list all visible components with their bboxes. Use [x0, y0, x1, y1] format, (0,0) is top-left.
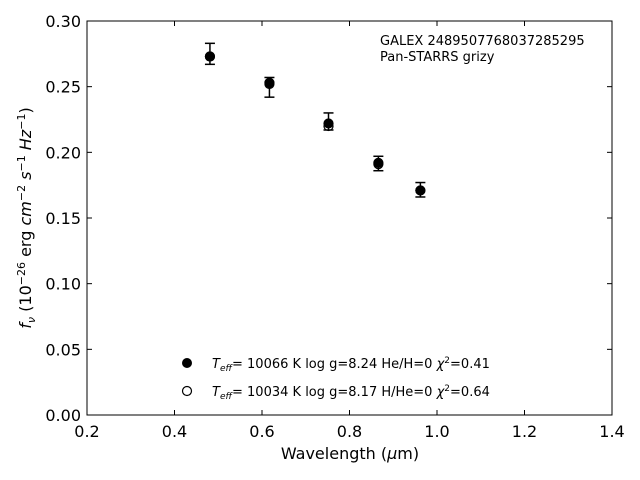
model-point-open [204, 51, 216, 62]
x-tick-label: 0.2 [74, 422, 99, 441]
y-tick-label: 0.25 [45, 78, 81, 97]
x-tick-label: 0.4 [162, 422, 187, 441]
model-point-open [264, 78, 275, 90]
model-point-filled [323, 118, 334, 129]
plot-frame [86, 20, 613, 416]
y-axis-label: fν (10−26 erg cm−2 s−1 Hz−1) [15, 107, 38, 328]
x-tick-label: 1.2 [512, 422, 537, 441]
x-axis-ticks: 0.2 0.4 0.6 0.8 1.0 1.2 1.4 [74, 21, 625, 441]
x-tick-label: 1.0 [424, 422, 449, 441]
legend-marker-open [181, 385, 193, 397]
y-tick-label: 0.20 [45, 143, 81, 162]
data-marks [204, 42, 426, 198]
x-axis-label: Wavelength (μm) [281, 444, 419, 463]
annotation-line-1: GALEX 2489507768037285295 [380, 34, 585, 49]
y-tick-label: 0.05 [45, 340, 81, 359]
legend-entry-2: Teff= 10034 K log g=8.17 H/He=0 χ2=0.64 [212, 384, 490, 402]
legend-entry-1: Teff= 10066 K log g=8.24 He/H=0 χ2=0.41 [212, 356, 490, 374]
y-tick-label: 0.00 [45, 406, 81, 425]
x-tick-label: 1.4 [599, 422, 624, 441]
x-tick-label: 0.8 [337, 422, 362, 441]
y-tick-label: 0.10 [45, 275, 81, 294]
model-point-open [415, 185, 426, 196]
legend-marker-filled [182, 358, 192, 368]
annotation-line-2: Pan-STARRS grizy [380, 50, 495, 65]
y-tick-label: 0.15 [45, 209, 81, 228]
model-point-open [323, 120, 334, 132]
x-tick-label: 0.6 [249, 422, 274, 441]
y-axis-ticks: 0.00 0.05 0.10 0.15 0.20 0.25 0.30 [45, 12, 612, 425]
model-point-open [373, 159, 384, 170]
legend: Teff= 10066 K log g=8.24 He/H=0 χ2=0.41 … [181, 356, 490, 402]
y-tick-label: 0.30 [45, 12, 81, 31]
